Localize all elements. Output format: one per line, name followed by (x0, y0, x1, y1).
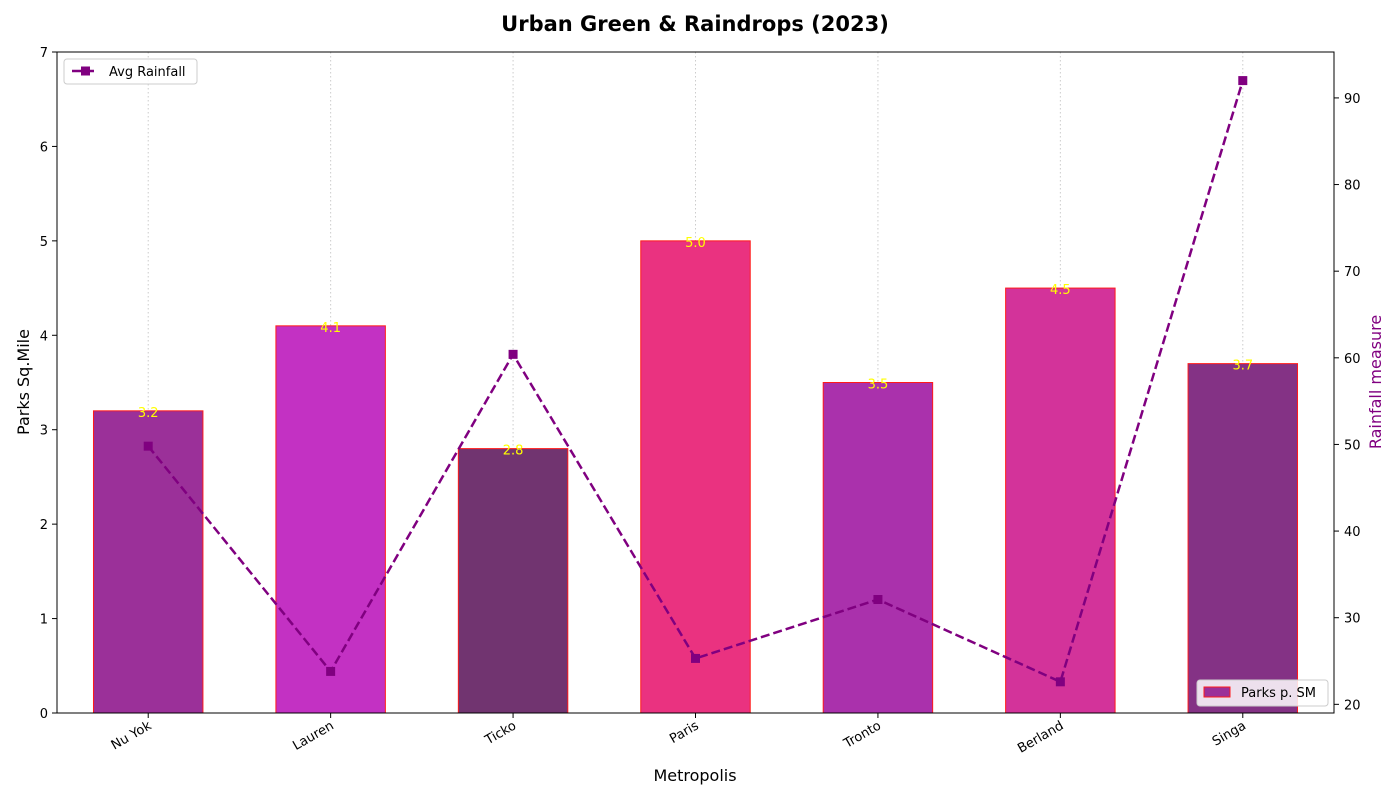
y2-tick-label: 20 (1344, 698, 1361, 713)
rainfall-point (1055, 677, 1065, 687)
y-tick-label: 6 (40, 140, 48, 155)
bar (640, 240, 751, 714)
y-tick-label: 4 (40, 329, 48, 344)
chart-title: Urban Green & Raindrops (2023) (501, 12, 889, 36)
x-tick-label: Nu Yok (109, 718, 155, 753)
y2-axis-label: Rainfall measure (1366, 315, 1385, 449)
y2-tick-label: 80 (1344, 179, 1361, 194)
bar-value-label: 3.7 (1232, 359, 1253, 374)
bar (457, 448, 569, 714)
rainfall-point (143, 441, 153, 451)
legend-bar-swatch (1203, 686, 1231, 698)
y-tick-label: 5 (40, 235, 48, 250)
bar-value-label: 3.2 (138, 406, 159, 421)
bar-value-labels: 3.2 4.1 2.8 5.0 3.5 4.5 3.7 (138, 236, 1253, 459)
legend-box (63, 58, 198, 85)
y-axis-label: Parks Sq.Mile (14, 329, 33, 435)
legend-label: Parks p. SM (1241, 686, 1316, 701)
bar-value-label: 4.5 (1050, 283, 1071, 298)
x-tick-label: Ticko (482, 718, 519, 748)
y2-tick-label: 40 (1344, 525, 1361, 540)
bar (92, 410, 204, 714)
y2-tick-label: 70 (1344, 265, 1361, 280)
bar-value-label: 2.8 (503, 444, 524, 459)
y-tick-label: 0 (40, 707, 48, 722)
y-tick-label: 3 (40, 424, 48, 439)
bar-value-label: 4.1 (320, 321, 341, 336)
y-tick-label: 7 (40, 46, 48, 61)
rainfall-point (508, 349, 518, 359)
rainfall-point (691, 653, 700, 663)
x-tick-label: Paris (667, 718, 702, 747)
bar (822, 382, 934, 714)
bar (275, 325, 386, 714)
y2-tick-label: 50 (1344, 438, 1361, 453)
bar-value-label: 3.5 (868, 378, 889, 393)
bar (1005, 287, 1116, 714)
y2-tick-label: 90 (1344, 92, 1361, 107)
rainfall-point (326, 666, 336, 676)
x-tick-label: Berland (1015, 718, 1066, 756)
y2-tick-label: 30 (1344, 612, 1361, 627)
bar (1187, 363, 1299, 714)
legend-parks: Parks p. SM (1196, 679, 1329, 707)
y-tick-label: 2 (40, 518, 48, 533)
legend-marker-swatch (81, 66, 90, 76)
x-tick-label: Tronto (841, 718, 884, 752)
y-tick-label: 1 (40, 613, 48, 628)
bar-series (92, 240, 1299, 714)
x-tick-label: Lauren (290, 718, 336, 753)
line-series (143, 76, 1248, 687)
x-tick-label: Singa (1210, 718, 1249, 749)
rainfall-point (1238, 76, 1248, 86)
rainfall-point (873, 595, 883, 605)
legend-rainfall: Avg Rainfall (63, 58, 198, 85)
x-axis-label: Metropolis (653, 766, 736, 785)
y2-tick-label: 60 (1344, 352, 1361, 367)
bar-value-label: 5.0 (685, 236, 706, 251)
legend-label: Avg Rainfall (109, 65, 186, 80)
